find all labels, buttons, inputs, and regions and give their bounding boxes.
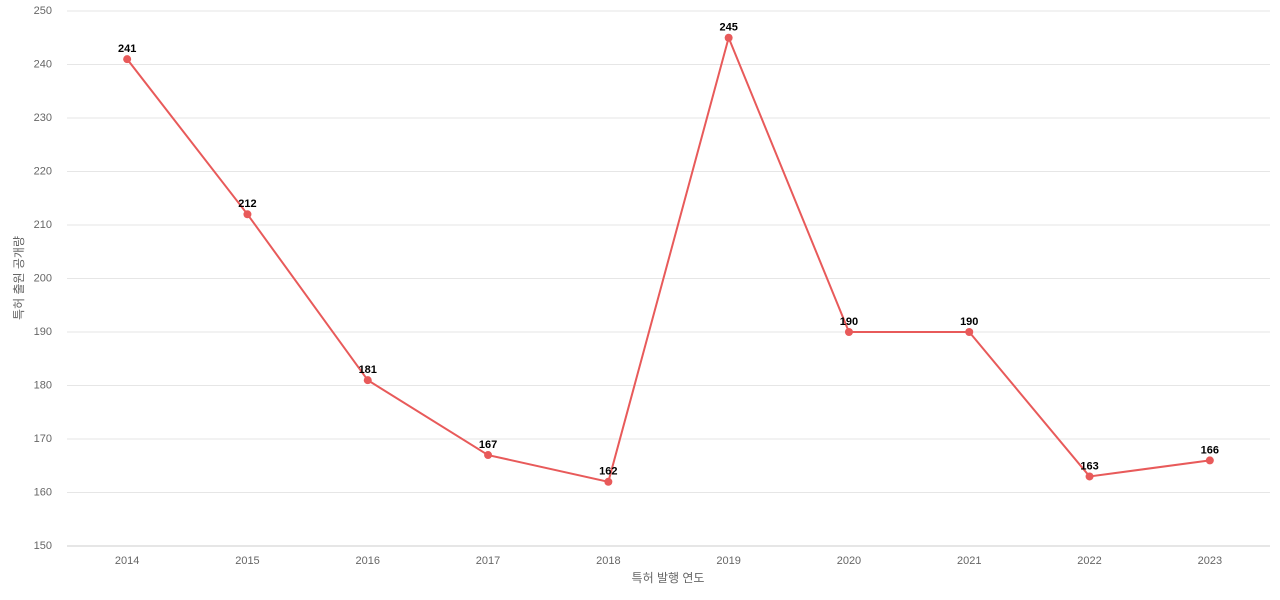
x-tick-label: 2017 xyxy=(476,555,500,567)
value-label: 190 xyxy=(840,316,858,328)
marker xyxy=(1205,456,1214,465)
x-tick-label: 2020 xyxy=(837,555,861,567)
value-label: 166 xyxy=(1201,444,1219,456)
x-tick-label: 2022 xyxy=(1077,555,1101,567)
y-tick-label: 180 xyxy=(34,379,52,391)
marker xyxy=(844,328,853,336)
marker xyxy=(1085,472,1094,481)
y-tick-label: 210 xyxy=(34,219,52,231)
y-tick-label: 150 xyxy=(34,540,52,552)
marker xyxy=(484,451,493,460)
y-tick-label: 190 xyxy=(34,326,52,338)
value-label: 162 xyxy=(599,466,617,478)
x-tick-label: 2015 xyxy=(235,555,259,567)
value-label: 190 xyxy=(960,316,978,328)
marker xyxy=(724,33,733,42)
x-tick-label: 2016 xyxy=(356,555,380,567)
value-label: 245 xyxy=(719,22,737,34)
marker xyxy=(243,210,252,219)
value-label: 167 xyxy=(479,439,497,451)
marker xyxy=(123,55,132,64)
marker xyxy=(965,328,974,336)
marker xyxy=(363,376,372,385)
x-tick-label: 2021 xyxy=(957,555,981,567)
x-tick-label: 2014 xyxy=(115,555,139,567)
x-tick-label: 2019 xyxy=(716,555,740,567)
x-tick-label: 2018 xyxy=(596,555,620,567)
marker xyxy=(604,477,613,486)
value-label: 241 xyxy=(118,43,136,55)
line xyxy=(126,34,1210,483)
y-tick-label: 230 xyxy=(34,112,52,124)
value-label: 181 xyxy=(359,364,377,376)
y-tick-label: 170 xyxy=(34,433,52,445)
y-tick-label: 250 xyxy=(34,5,52,17)
x-axis-title: 특허 발행 연도 xyxy=(632,570,705,585)
value-label: 163 xyxy=(1080,460,1098,472)
x-tick-label: 2023 xyxy=(1198,555,1222,567)
y-tick-label: 240 xyxy=(34,58,52,70)
y-tick-label: 220 xyxy=(34,165,52,177)
value-label: 212 xyxy=(238,198,256,210)
y-tick-label: 200 xyxy=(34,272,52,284)
y-tick-label: 160 xyxy=(34,486,52,498)
y-axis-title: 특허 출원 공개량 xyxy=(12,236,26,320)
